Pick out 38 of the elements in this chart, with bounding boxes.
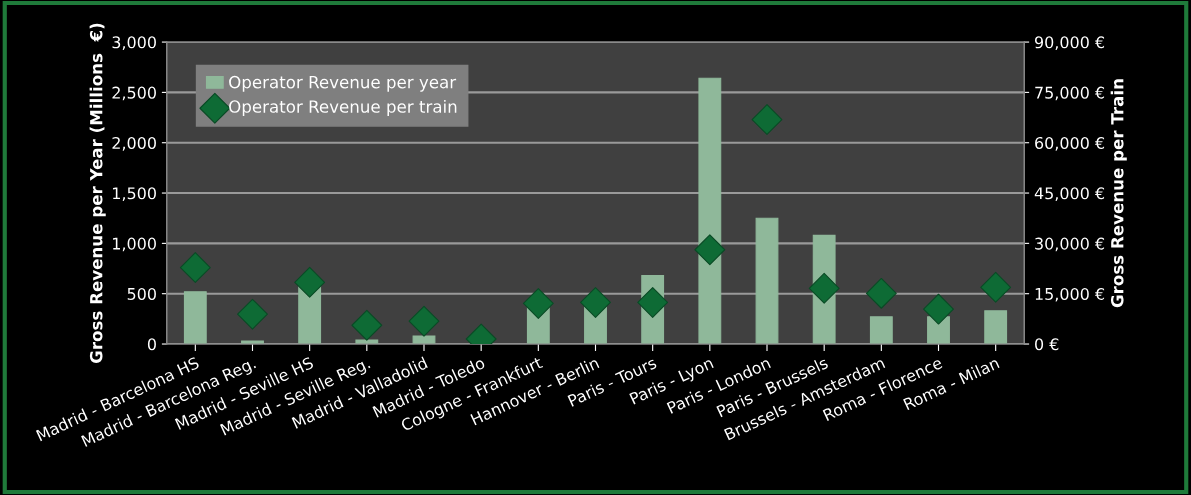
y2-tick-label: 60,000 € [1035, 136, 1105, 151]
y-tick-label: 2,500 [112, 86, 156, 101]
point [865, 277, 897, 309]
y2-axis-title: Gross Revenue per Train [1110, 79, 1127, 308]
point [923, 293, 954, 325]
point [294, 266, 326, 298]
bar [984, 310, 1008, 345]
y-tick-label: 1,000 [113, 237, 156, 252]
y2-tick-label: 30,000 € [1035, 237, 1105, 252]
y-tick-label: 0 [147, 338, 156, 351]
y-tick-label: 3,000 [112, 36, 156, 50]
y2-tick-label: 15,000 € [1035, 287, 1105, 302]
y2-tick-label: 90,000 € [1034, 36, 1105, 50]
point [237, 298, 268, 330]
bar [755, 217, 779, 345]
bar [412, 335, 436, 345]
point [980, 271, 1012, 303]
point [351, 309, 383, 341]
bar [183, 291, 207, 345]
y-axis-title: Gross Revenue per Year (Millions €) [89, 23, 106, 364]
y2-tick-label: 45,000 € [1034, 187, 1105, 201]
point [179, 252, 211, 283]
point [808, 272, 840, 304]
bar [698, 77, 722, 345]
y-tick-label: 500 [127, 287, 156, 300]
y2-tick-label: 0 € [1035, 338, 1059, 351]
y-tick-label: 1,500 [113, 187, 156, 201]
point [694, 234, 726, 266]
point [637, 286, 669, 318]
y2-tick-label: 75,000 € [1035, 86, 1105, 101]
y-tick-label: 2,000 [112, 136, 156, 151]
point [580, 286, 611, 318]
legend-label: Operator Revenue per train [229, 99, 457, 117]
bar [869, 316, 893, 345]
point [408, 305, 440, 337]
point [751, 104, 783, 136]
point [522, 287, 554, 319]
legend-label: Operator Revenue per year [229, 75, 457, 92]
